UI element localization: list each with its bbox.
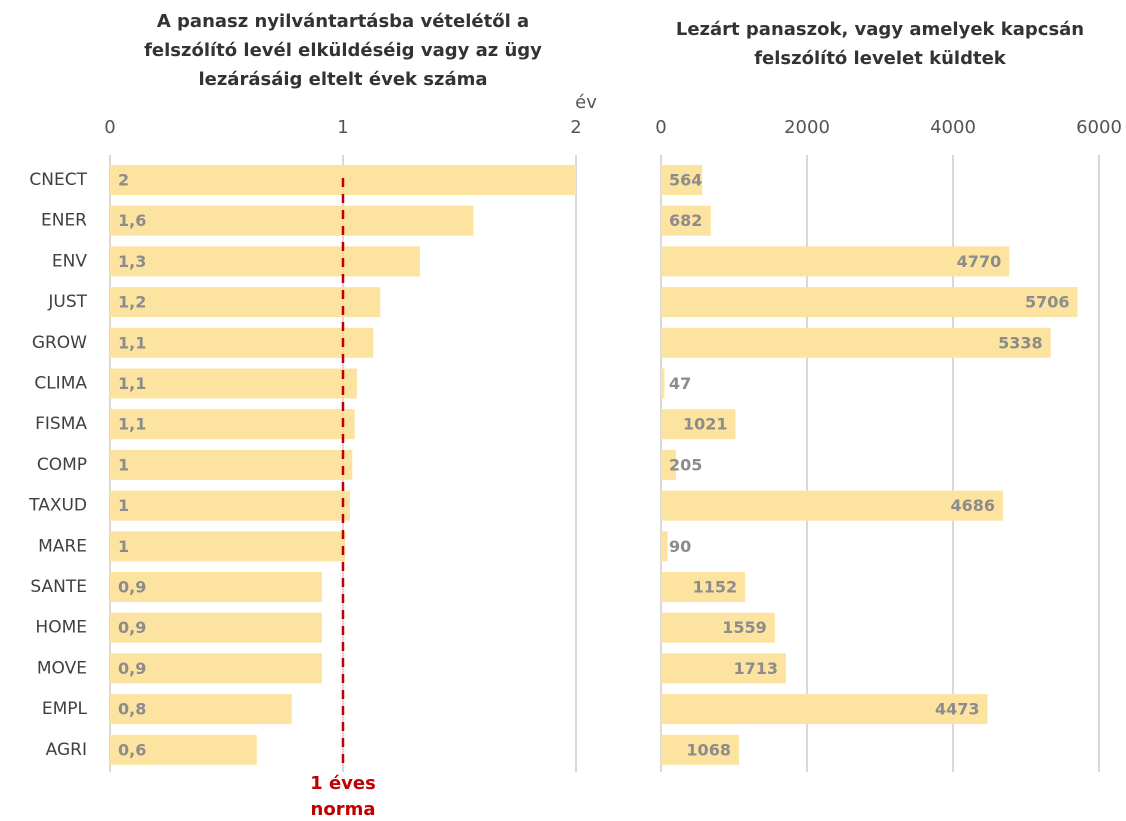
bar xyxy=(661,449,676,480)
data-label: 1,1 xyxy=(118,374,146,393)
chart-title: felszólító levél elküldéséig vagy az ügy xyxy=(144,40,542,61)
data-label: 90 xyxy=(669,537,691,556)
category-label: GROW xyxy=(32,333,87,353)
bar xyxy=(110,409,355,440)
data-label: 4686 xyxy=(951,496,996,515)
bar xyxy=(661,653,787,684)
data-label: 1 xyxy=(118,455,129,474)
category-label: MOVE xyxy=(37,658,87,678)
bar xyxy=(661,205,711,236)
data-label: 1713 xyxy=(734,659,779,678)
bar xyxy=(110,449,353,480)
category-label: ENER xyxy=(41,211,87,231)
category-label: TAXUD xyxy=(28,496,87,516)
bar xyxy=(661,287,1078,318)
bar xyxy=(110,612,323,643)
category-label: EMPL xyxy=(42,699,88,719)
data-label: 1021 xyxy=(683,415,728,434)
bar xyxy=(110,531,346,562)
data-label: 0,9 xyxy=(118,659,146,678)
category-label: SANTE xyxy=(30,577,87,597)
bar xyxy=(110,287,381,318)
bar xyxy=(661,531,668,562)
bar xyxy=(661,327,1051,358)
bar xyxy=(110,694,292,725)
category-label: COMP xyxy=(37,455,87,475)
bar xyxy=(661,246,1010,277)
category-label: CLIMA xyxy=(34,374,87,394)
data-label: 1068 xyxy=(686,740,731,759)
bar xyxy=(110,653,323,684)
data-label: 0,6 xyxy=(118,740,146,759)
data-label: 1,3 xyxy=(118,252,146,271)
chart-title: lezárásáig eltelt évek száma xyxy=(198,69,487,90)
category-label: HOME xyxy=(35,618,87,638)
data-label: 5338 xyxy=(998,333,1043,352)
bar xyxy=(661,572,746,602)
data-label: 4473 xyxy=(935,700,980,719)
data-label: 564 xyxy=(669,171,702,190)
data-label: 0,9 xyxy=(118,578,146,597)
data-label: 1,2 xyxy=(118,293,146,312)
data-label: 682 xyxy=(669,211,702,230)
chart-title: felszólító levelet küldtek xyxy=(754,48,1007,69)
chart-title: Lezárt panaszok, vagy amelyek kapcsán xyxy=(676,19,1084,40)
bar xyxy=(661,409,736,440)
data-label: 1152 xyxy=(693,578,738,597)
bar xyxy=(661,490,1004,521)
data-label: 1 xyxy=(118,537,129,556)
bar xyxy=(110,490,350,521)
x-tick-label: 0 xyxy=(655,117,666,138)
bar xyxy=(661,734,739,765)
data-label: 0,9 xyxy=(118,618,146,637)
annotation: 1 éves xyxy=(310,773,376,794)
bar xyxy=(110,572,323,602)
bar xyxy=(110,246,420,277)
data-label: 5706 xyxy=(1025,293,1070,312)
data-label: 1,1 xyxy=(118,415,146,434)
bar xyxy=(661,165,703,195)
data-label: 205 xyxy=(669,455,702,474)
chart-title: A panasz nyilvántartásba vételétől a xyxy=(157,11,529,32)
data-label: 2 xyxy=(118,171,129,190)
x-tick-label: 6000 xyxy=(1076,117,1122,138)
x-tick-label: 2 xyxy=(570,117,581,138)
x-tick-label: 0 xyxy=(104,117,115,138)
bar xyxy=(110,734,257,765)
category-label: ENV xyxy=(52,251,87,271)
annotation: norma xyxy=(311,799,376,820)
bar xyxy=(110,205,474,236)
bar xyxy=(661,694,988,725)
category-label: AGRI xyxy=(46,740,87,760)
category-label: MARE xyxy=(38,536,87,556)
data-label: 4770 xyxy=(957,252,1002,271)
data-label: 47 xyxy=(669,374,691,393)
bar xyxy=(661,612,775,643)
category-label: JUST xyxy=(47,292,87,312)
data-label: 1,6 xyxy=(118,211,146,230)
x-tick-label: 1 xyxy=(337,117,348,138)
data-label: 1,1 xyxy=(118,333,146,352)
category-label: FISMA xyxy=(35,414,87,434)
bar xyxy=(110,368,357,399)
data-label: 1559 xyxy=(722,618,767,637)
bar xyxy=(110,327,374,358)
category-label: CNECT xyxy=(29,170,87,190)
bar xyxy=(661,368,665,399)
x-axis-label: év xyxy=(575,92,597,113)
data-label: 0,8 xyxy=(118,700,146,719)
data-label: 1 xyxy=(118,496,129,515)
x-tick-label: 2000 xyxy=(784,117,830,138)
x-tick-label: 4000 xyxy=(930,117,976,138)
